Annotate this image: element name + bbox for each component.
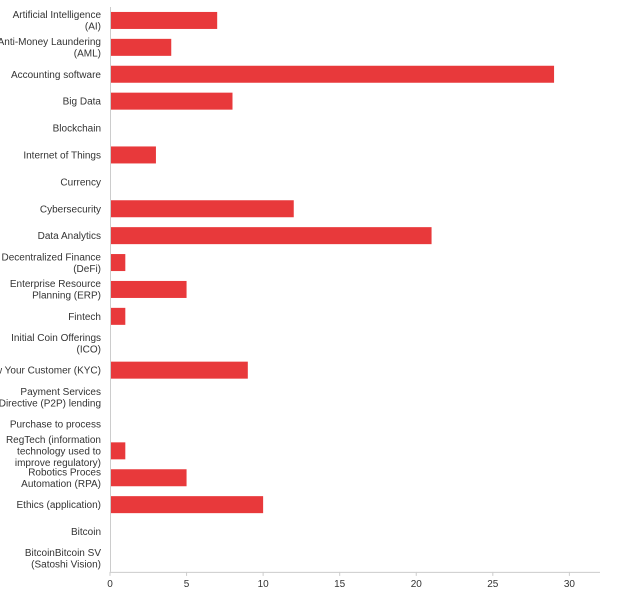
bar — [110, 200, 294, 218]
x-tick-label: 5 — [184, 579, 190, 590]
category-label: Data Analytics — [38, 231, 101, 242]
x-tick-label: 10 — [258, 579, 270, 590]
x-tick-label: 15 — [334, 579, 346, 590]
category-label: BitcoinBitcoin SV (Satoshi Vision) — [25, 548, 101, 571]
category-label: RegTech (information technology used to im… — [6, 435, 101, 469]
x-tick-label: 0 — [107, 579, 113, 590]
x-tick-label: 20 — [411, 579, 423, 590]
category-label: Payment Services Directive (P2P) lending — [0, 387, 101, 410]
category-label: Blockchain — [53, 124, 101, 135]
category-label: Anti-Money Laundering (AML) — [0, 37, 101, 60]
category-label: Purchase to process — [10, 419, 101, 430]
category-label: Big Data — [63, 97, 102, 108]
category-label: Initial Coin Offerings (ICO) — [11, 333, 101, 356]
bar — [110, 442, 126, 460]
bar — [110, 38, 172, 56]
category-label: Know Your Customer (KYC) — [0, 366, 101, 377]
bar — [110, 469, 187, 487]
x-tick-label: 30 — [564, 579, 576, 590]
bar — [110, 254, 126, 272]
category-label: Enterprise Resource Planning (ERP) — [10, 279, 102, 302]
x-tick-label: 25 — [487, 579, 499, 590]
bar — [110, 307, 126, 325]
bar — [110, 280, 187, 298]
category-label: Artificial Intelligence (AI) — [13, 10, 102, 33]
category-label: Ethics (application) — [17, 500, 101, 511]
bar — [110, 227, 432, 245]
bar — [110, 11, 218, 29]
bar — [110, 496, 264, 514]
category-label: Robotics Proces Automation (RPA) — [21, 468, 101, 491]
category-label: Accounting software — [11, 70, 101, 81]
bar — [110, 65, 555, 83]
category-label: Decentralized Finance (DeFi) — [2, 252, 102, 275]
bar — [110, 361, 248, 379]
category-label: Cybersecurity — [40, 204, 101, 215]
bar — [110, 146, 156, 164]
category-label: Internet of Things — [23, 150, 101, 161]
category-label: Bitcoin — [71, 527, 101, 538]
category-label: Fintech — [68, 312, 101, 323]
bar — [110, 92, 233, 110]
category-label: Currency — [60, 177, 101, 188]
